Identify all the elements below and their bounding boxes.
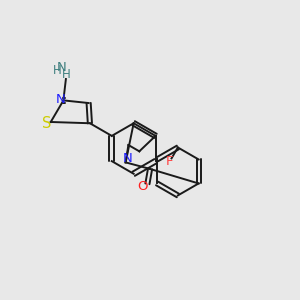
Text: S: S: [43, 116, 52, 131]
Text: F: F: [165, 155, 173, 168]
Text: N: N: [122, 152, 132, 165]
Text: N: N: [55, 93, 65, 106]
Text: H: H: [61, 68, 70, 81]
Text: N: N: [57, 61, 66, 74]
Text: H: H: [52, 64, 62, 76]
Text: O: O: [138, 180, 148, 193]
